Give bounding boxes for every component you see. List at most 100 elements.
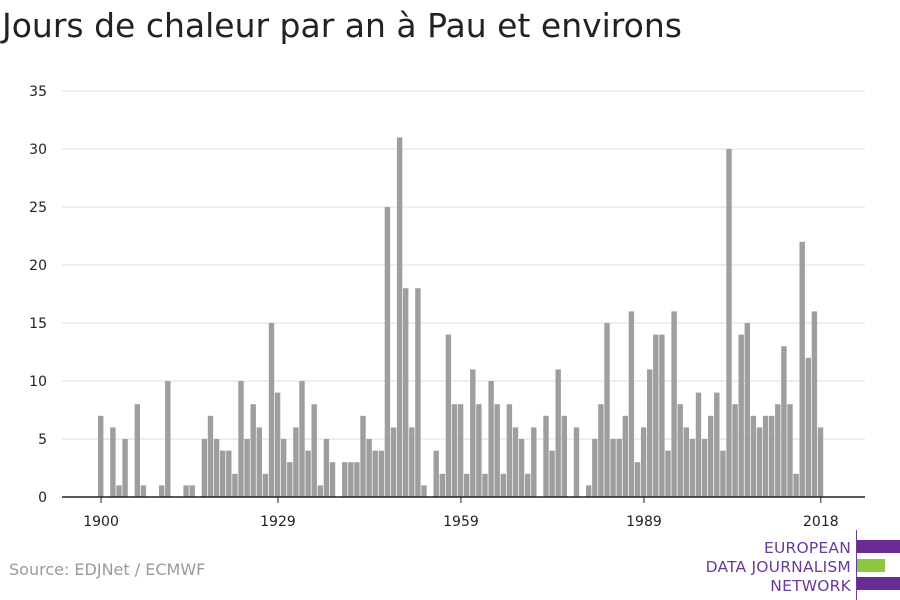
bar-2006 — [744, 323, 750, 497]
bar-1991 — [653, 334, 659, 497]
bar-1945 — [372, 450, 378, 497]
bar-1987 — [628, 311, 635, 497]
bar-2011 — [775, 404, 781, 497]
bar-1942 — [354, 462, 360, 497]
bar-1962 — [476, 404, 482, 497]
x-tick-label: 1929 — [260, 514, 296, 530]
bar-2014 — [793, 473, 799, 497]
bar-2008 — [756, 427, 763, 497]
bar-1952 — [415, 288, 421, 497]
x-axis-ticks: 1900 1929 1959 1989 2018 — [83, 497, 839, 530]
bar-1998 — [695, 392, 702, 497]
y-tick-label: 25 — [29, 200, 47, 216]
y-axis-ticks: 0 5 10 15 20 25 30 35 — [29, 84, 47, 506]
bar-1953 — [421, 485, 427, 497]
y-tick-label: 30 — [29, 142, 47, 158]
bar-1943 — [360, 415, 366, 497]
bar-1965 — [494, 404, 500, 497]
bar-1980 — [586, 485, 592, 497]
bar-1986 — [622, 415, 628, 497]
bar-1968 — [512, 427, 519, 497]
bar-2004 — [732, 404, 738, 497]
bar-1975 — [555, 369, 561, 497]
bar-1985 — [616, 439, 622, 497]
bar-1906 — [134, 404, 140, 497]
bar-1957 — [445, 334, 452, 497]
bar-1973 — [543, 415, 549, 497]
gridlines — [62, 90, 865, 440]
bar-1955 — [433, 450, 439, 497]
bar-2005 — [738, 334, 744, 497]
bar-1917 — [201, 439, 208, 497]
bar-2002 — [720, 450, 726, 497]
bar-1997 — [689, 439, 696, 497]
bar-1944 — [366, 439, 372, 497]
bar-1931 — [287, 462, 293, 497]
bar-2015 — [799, 241, 805, 497]
bar-1956 — [439, 473, 445, 497]
bar-2009 — [762, 415, 769, 497]
bar-1934 — [305, 450, 311, 497]
bar-1925 — [250, 404, 256, 497]
bar-1926 — [256, 427, 262, 497]
bar-1938 — [329, 462, 336, 497]
x-tick-label: 1959 — [443, 514, 479, 530]
bar-1933 — [299, 381, 305, 497]
bar-1941 — [348, 462, 354, 497]
bar-1960 — [464, 473, 470, 497]
chart-title: Jours de chaleur par an à Pau et environ… — [2, 6, 682, 45]
bar-1935 — [311, 404, 317, 497]
bar-1927 — [262, 473, 269, 497]
bar-chart: 0 5 10 15 20 25 30 35 1900 1929 1959 1989 2018 — [29, 84, 865, 530]
bar-1911 — [165, 381, 171, 497]
bar-1919 — [213, 439, 220, 497]
bar-1993 — [665, 450, 671, 497]
bar-2016 — [805, 357, 811, 497]
y-tick-label: 20 — [29, 258, 47, 274]
logo-bar-purple-top — [857, 540, 900, 553]
bar-1950 — [403, 288, 409, 497]
bar-2012 — [781, 346, 787, 497]
bar-1940 — [342, 462, 348, 497]
bar-2018 — [817, 427, 824, 497]
bar-2001 — [714, 392, 720, 497]
y-tick-label: 35 — [29, 84, 47, 100]
bar-1914 — [183, 485, 189, 497]
logo-line-3: NETWORK — [770, 577, 851, 595]
bar-1959 — [457, 404, 464, 497]
bar-1981 — [592, 439, 598, 497]
bar-1992 — [659, 334, 665, 497]
bar-1900 — [98, 415, 104, 497]
bar-1996 — [683, 427, 689, 497]
bar-2003 — [726, 149, 732, 497]
bar-1947 — [384, 207, 391, 497]
bar-1928 — [268, 323, 275, 497]
bar-1923 — [238, 381, 244, 497]
bar-1904 — [122, 439, 128, 497]
bar-1971 — [531, 427, 537, 497]
bar-1920 — [220, 450, 226, 497]
bar-1921 — [226, 450, 232, 497]
bar-1966 — [500, 473, 506, 497]
bar-2013 — [787, 404, 793, 497]
logo-line-2: DATA JOURNALISM — [705, 558, 851, 576]
bar-1951 — [409, 427, 415, 497]
logo-bar-purple-bottom — [857, 577, 900, 590]
bar-1922 — [232, 473, 238, 497]
x-tick-label: 1989 — [626, 514, 662, 530]
bar-1982 — [598, 404, 604, 497]
bar-1969 — [518, 439, 525, 497]
source-note: Source: EDJNet / ECMWF — [9, 560, 206, 579]
bar-1949 — [396, 137, 403, 497]
bar-1946 — [378, 450, 384, 497]
bar-1970 — [525, 473, 531, 497]
bar-1918 — [207, 415, 214, 497]
logo-divider — [856, 530, 857, 600]
bar-1967 — [506, 404, 513, 497]
bar-1995 — [677, 404, 683, 497]
bar-2010 — [769, 415, 775, 497]
logo-line-1: EUROPEAN — [763, 539, 851, 557]
x-tick-label: 2018 — [803, 514, 839, 530]
bar-1983 — [604, 323, 610, 497]
bar-1924 — [244, 439, 250, 497]
